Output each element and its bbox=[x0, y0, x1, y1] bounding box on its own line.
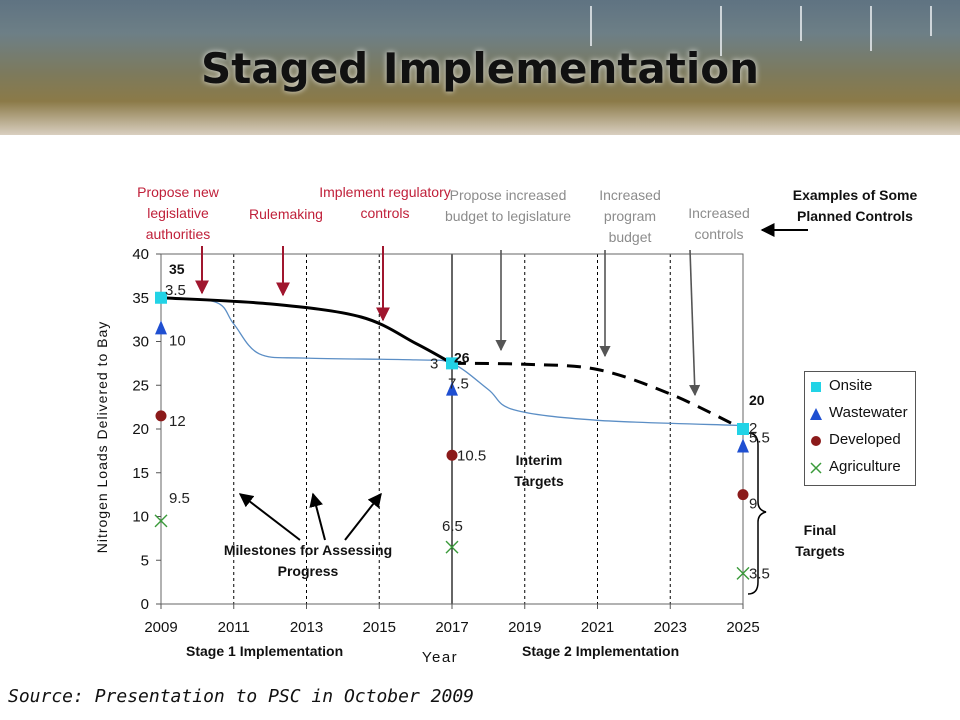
onsite-marker bbox=[155, 291, 167, 304]
page-title: Staged Implementation bbox=[200, 44, 760, 93]
sailboat-mast bbox=[590, 6, 592, 46]
control-arrow bbox=[689, 249, 701, 397]
onsite-marker bbox=[446, 357, 458, 370]
y-tick-label: 35 bbox=[132, 290, 149, 307]
legend-label: Onsite bbox=[829, 377, 873, 394]
interim-targets-label: Interim Targets bbox=[514, 452, 564, 489]
data-label: 3 bbox=[430, 355, 438, 372]
legend-item-wastewater: Wastewater bbox=[805, 402, 915, 426]
stage1-label: Stage 1 Implementation bbox=[186, 643, 344, 659]
y-tick-label: 30 bbox=[132, 334, 149, 351]
data-label: 2 bbox=[749, 420, 757, 437]
data-label: 3.5 bbox=[749, 565, 770, 582]
onsite-marker bbox=[737, 423, 749, 435]
final-targets-label: Final Targets bbox=[795, 522, 845, 559]
x-marker-icon bbox=[810, 462, 822, 474]
sailboat-mast bbox=[870, 6, 872, 51]
y-tick-label: 0 bbox=[141, 596, 149, 613]
data-label: 5.5 bbox=[749, 430, 770, 447]
control-implement-regulatory: Implement regulatory controls bbox=[319, 184, 451, 221]
control-propose-budget: Propose increased budget to legislature bbox=[444, 187, 572, 224]
control-increased-controls: Increased controls bbox=[688, 205, 750, 242]
control-increased-program-budget: Increased program budget bbox=[599, 187, 661, 245]
source-note: Source: Presentation to PSC in October 2… bbox=[8, 686, 474, 707]
y-tick-label: 10 bbox=[132, 509, 149, 526]
data-label: 6.5 bbox=[442, 518, 463, 535]
data-label: 10.5 bbox=[457, 447, 486, 464]
legend-item-developed: Developed bbox=[805, 429, 915, 453]
agriculture-marker bbox=[445, 540, 459, 554]
milestone-arrow bbox=[309, 492, 326, 541]
milestone-arrow bbox=[344, 492, 382, 541]
control-propose-authorities: Propose new legislative authorities bbox=[137, 184, 219, 242]
data-label: 9 bbox=[749, 496, 757, 513]
title-banner bbox=[0, 0, 960, 135]
triangle-marker-icon bbox=[810, 408, 822, 420]
x-axis-title: Year bbox=[422, 649, 458, 666]
data-label: 3.5 bbox=[165, 282, 186, 299]
legend-label: Developed bbox=[829, 431, 901, 448]
square-marker-icon bbox=[811, 382, 821, 392]
x-tick-label: 2009 bbox=[144, 619, 177, 636]
sailboat-mast bbox=[800, 6, 802, 41]
x-tick-label: 2025 bbox=[726, 619, 759, 636]
agriculture-marker bbox=[736, 566, 750, 580]
chart-legend: Onsite Wastewater Developed Agriculture bbox=[804, 371, 916, 486]
x-tick-label: 2015 bbox=[363, 619, 396, 636]
stage2-label: Stage 2 Implementation bbox=[522, 643, 680, 659]
data-label: 12 bbox=[169, 413, 186, 430]
x-tick-label: 2017 bbox=[435, 619, 468, 636]
y-tick-label: 40 bbox=[132, 246, 149, 263]
estimated-load-curve bbox=[160, 297, 744, 427]
examples-label: Examples of Some Planned Controls bbox=[792, 187, 918, 224]
x-tick-label: 2013 bbox=[290, 619, 323, 636]
milestone-arrow bbox=[238, 493, 301, 541]
wastewater-marker bbox=[155, 320, 167, 335]
y-axis-title: Nitrogen Loads Delivered to Bay bbox=[94, 321, 110, 554]
legend-item-onsite: Onsite bbox=[805, 375, 915, 399]
wastewater-marker bbox=[737, 438, 749, 453]
final-targets-brace bbox=[747, 432, 767, 595]
total-label: 26 bbox=[454, 350, 470, 366]
developed-marker bbox=[737, 489, 749, 501]
wastewater-marker bbox=[446, 381, 458, 396]
stage2-trajectory bbox=[451, 361, 744, 431]
x-tick-label: 2023 bbox=[654, 619, 687, 636]
agriculture-marker bbox=[154, 514, 168, 528]
total-label: 35 bbox=[169, 261, 185, 277]
total-label: 20 bbox=[749, 392, 765, 408]
data-label: 9.5 bbox=[169, 490, 190, 507]
legend-label: Wastewater bbox=[829, 404, 908, 421]
data-label: 7.5 bbox=[448, 376, 469, 393]
developed-marker bbox=[155, 410, 167, 422]
legend-label: Agriculture bbox=[829, 458, 901, 475]
data-label: 10 bbox=[169, 332, 186, 349]
y-tick-label: 20 bbox=[132, 421, 149, 438]
x-tick-label: 2019 bbox=[508, 619, 541, 636]
y-tick-label: 5 bbox=[141, 552, 149, 569]
y-tick-label: 15 bbox=[132, 465, 149, 482]
developed-marker bbox=[446, 449, 458, 461]
circle-marker-icon bbox=[811, 436, 821, 446]
x-tick-label: 2021 bbox=[581, 619, 614, 636]
milestones-label: Milestones for Assessing Progress bbox=[223, 542, 393, 579]
sailboat-mast bbox=[720, 6, 722, 56]
sailboat-mast bbox=[930, 6, 932, 36]
stage1-trajectory bbox=[160, 296, 453, 365]
y-tick-label: 25 bbox=[132, 377, 149, 394]
control-rulemaking: Rulemaking bbox=[249, 206, 323, 222]
x-tick-label: 2011 bbox=[218, 619, 250, 636]
legend-item-agriculture: Agriculture bbox=[805, 456, 915, 480]
